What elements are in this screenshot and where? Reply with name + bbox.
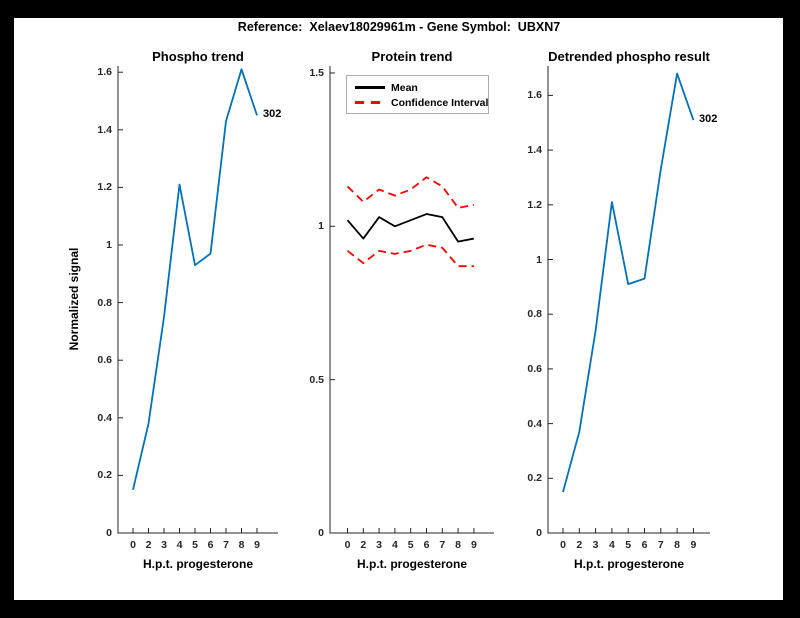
x-tick-label: 8 [674,539,681,551]
x-tick-label: 0 [560,539,566,551]
legend-row-mean: Mean [355,80,488,95]
y-tick-label: 0.6 [527,362,542,375]
subplot3-xlabel: H.p.t. progesterone [573,557,685,571]
x-tick-label: 2 [360,539,367,551]
y-tick-label: 1.6 [97,66,112,79]
y-tick-label: 1.2 [97,181,112,194]
y-tick-label: 1 [106,239,112,251]
legend: Mean Confidence Interval [346,75,489,114]
x-tick-label: 0 [130,539,136,551]
x-tick-label: 2 [576,539,583,551]
x-tick-label: 9 [254,539,260,551]
x-tick-label: 5 [625,539,632,551]
x-tick-label: 7 [223,539,229,551]
x-tick-label: 6 [641,539,648,551]
x-tick-label: 4 [391,539,398,551]
subplot1-xlabel: H.p.t. progesterone [142,557,254,571]
y-tick-label: 0 [318,527,324,539]
x-tick-label: 8 [455,539,462,551]
y-tick-label: 0.2 [97,469,112,482]
x-tick-label: 3 [592,539,599,551]
x-tick-label: 9 [690,539,697,551]
y-tick-label: 0.6 [97,354,112,367]
subplot1-series-end-label: 302 [263,108,282,120]
x-tick-label: 5 [192,539,198,551]
y-tick-label: 0 [536,527,542,539]
mean-line-sample-icon [355,86,385,89]
y-tick-label: 0.5 [309,373,324,386]
x-tick-label: 8 [238,539,245,551]
x-tick-label: 2 [145,539,152,551]
y-tick-label: 1.4 [527,144,542,157]
y-tick-label: 0.4 [527,417,542,430]
y-tick-label: 0 [106,527,112,539]
x-tick-label: 4 [176,539,183,551]
x-tick-label: 3 [161,539,167,551]
x-tick-label: 5 [407,539,414,551]
y-tick-label: 1.4 [97,123,112,136]
y-tick-label: 0.4 [97,411,112,424]
subplot1-title: Phospho trend [152,49,244,64]
subplot3-series-end-label: 302 [699,113,718,125]
x-tick-label: 6 [423,539,430,551]
subplot2-xlabel: H.p.t. progesterone [356,557,468,571]
figure-title: Reference: Xelaev18029961m - Gene Symbol… [237,20,561,34]
x-tick-label: 0 [344,539,351,551]
y-tick-label: 1 [536,253,542,266]
confidence-interval-line-sample-icon [355,101,385,104]
x-tick-label: 6 [207,539,214,551]
subplot3-title: Detrended phospho result [548,49,710,64]
legend-label-mean: Mean [391,81,418,94]
y-tick-label: 1 [318,220,324,233]
x-tick-label: 7 [657,539,664,551]
y-tick-label: 1.2 [527,198,542,211]
x-tick-label: 9 [470,539,477,551]
y-tick-label: 0.2 [527,472,542,485]
x-tick-label: 3 [376,539,383,551]
x-tick-label: 7 [439,539,446,551]
y-tick-label: 1.6 [527,89,542,102]
x-tick-label: 4 [608,539,615,551]
subplot2-title: Protein trend [371,49,453,64]
legend-row-confidence-interval: Confidence Interval [355,95,488,110]
legend-label-confidence-interval: Confidence Interval [391,96,489,109]
y-tick-label: 1.5 [309,66,324,79]
y-tick-label: 0.8 [527,308,542,321]
y-tick-label: 0.8 [97,296,112,309]
